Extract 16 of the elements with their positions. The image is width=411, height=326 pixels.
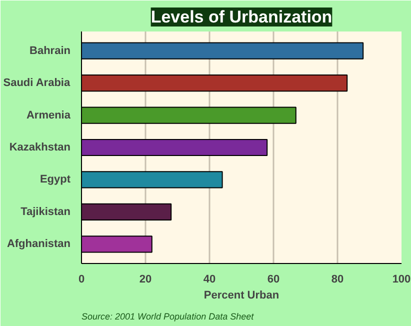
x-axis-title: Percent Urban [204, 290, 280, 302]
y-tick-label: Bahrain [30, 44, 71, 57]
chart-title: Levels of Urbanization [150, 8, 332, 26]
x-tick-label: 40 [203, 274, 216, 286]
y-tick-label: Tajikistan [20, 206, 71, 218]
x-tick-label: 60 [267, 274, 280, 286]
y-tick-label: Kazakhstan [9, 142, 71, 154]
y-tick-label: Armenia [26, 109, 72, 122]
y-tick-label: Egypt [40, 174, 71, 186]
x-tick-label: 0 [78, 274, 85, 286]
y-tick-label: Afghanistan [6, 238, 71, 250]
x-tick-label: 80 [331, 274, 344, 286]
y-tick-label: Saudi Arabia [3, 77, 71, 90]
x-tick-label: 20 [139, 274, 152, 286]
source-note: Source: 2001 World Population Data Sheet [82, 312, 254, 322]
x-tick-label: 100 [392, 274, 411, 286]
